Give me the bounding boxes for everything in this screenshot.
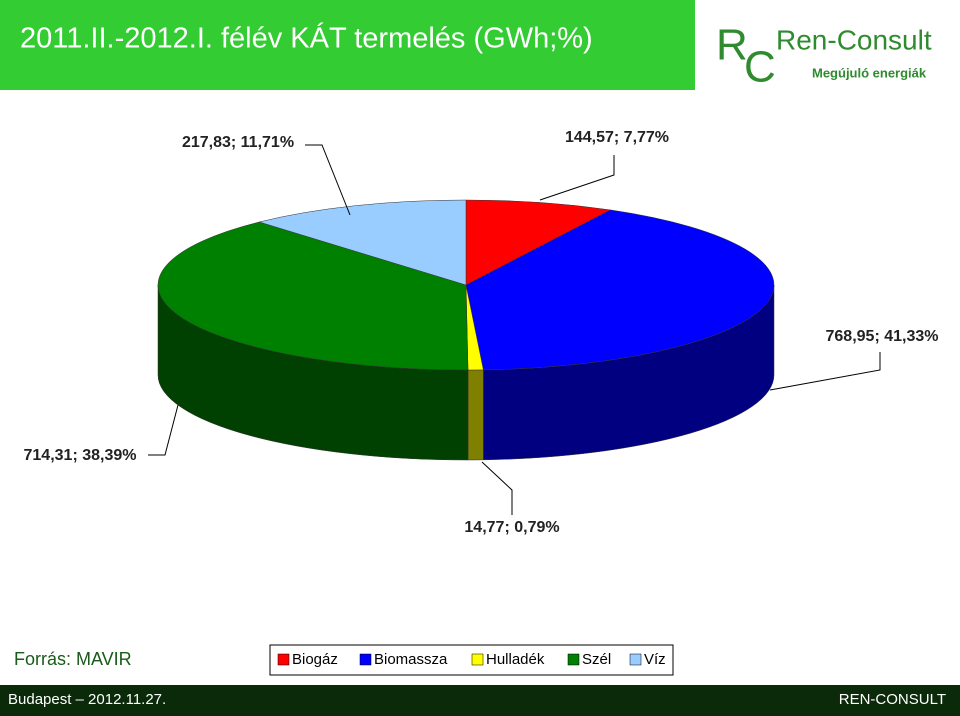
legend-swatch [359, 653, 372, 666]
pie-slice [465, 199, 612, 286]
leader-line [539, 155, 615, 201]
footer-left: Budapest – 2012.11.27. [8, 691, 166, 708]
leader-line [481, 461, 513, 515]
data-label: 714,31; 38,39% [24, 447, 137, 464]
legend-label: Hulladék [486, 651, 545, 668]
source: Forrás: MAVIR [14, 649, 132, 669]
title-bar [0, 0, 695, 90]
leader-line [305, 144, 351, 216]
logo-r: R [716, 21, 748, 70]
legend-swatch [277, 653, 290, 666]
data-label: 768,95; 41,33% [826, 328, 939, 345]
legend-label: Víz [644, 651, 666, 668]
logo-tagline: Megújuló energiák [812, 65, 927, 80]
legend-label: Biogáz [292, 651, 338, 668]
data-label: 14,77; 0,79% [464, 519, 559, 536]
footer-bar [0, 685, 960, 716]
leader-line [148, 404, 179, 456]
legend-box [269, 644, 674, 676]
legend-swatch [629, 653, 642, 666]
pie-chart: 144,57; 7,77% 768,95; 41,33% 14,77; 0,79% 7… [24, 129, 939, 536]
data-label: 217,83; 11,71% [182, 134, 294, 151]
leader-line [769, 352, 881, 391]
pie-side [467, 369, 484, 461]
legend-swatch [471, 653, 484, 666]
legend-swatch [567, 653, 580, 666]
legend-label: Szél [582, 651, 611, 668]
chart-title: 2011.II.-2012.I. félév KÁT termelés (GWh… [20, 22, 593, 55]
pie-slice [157, 221, 469, 371]
logo-c: C [744, 43, 776, 92]
logo-name: Ren-Consult [776, 24, 932, 55]
data-label: 144,57; 7,77% [565, 129, 669, 146]
pie-slice [465, 209, 775, 371]
footer-right: REN-CONSULT [839, 691, 946, 708]
legend-label: Biomassza [374, 651, 448, 668]
legend: Biogáz Biomassza Hulladék Szél Víz [277, 651, 666, 668]
pie-slice [258, 199, 467, 286]
